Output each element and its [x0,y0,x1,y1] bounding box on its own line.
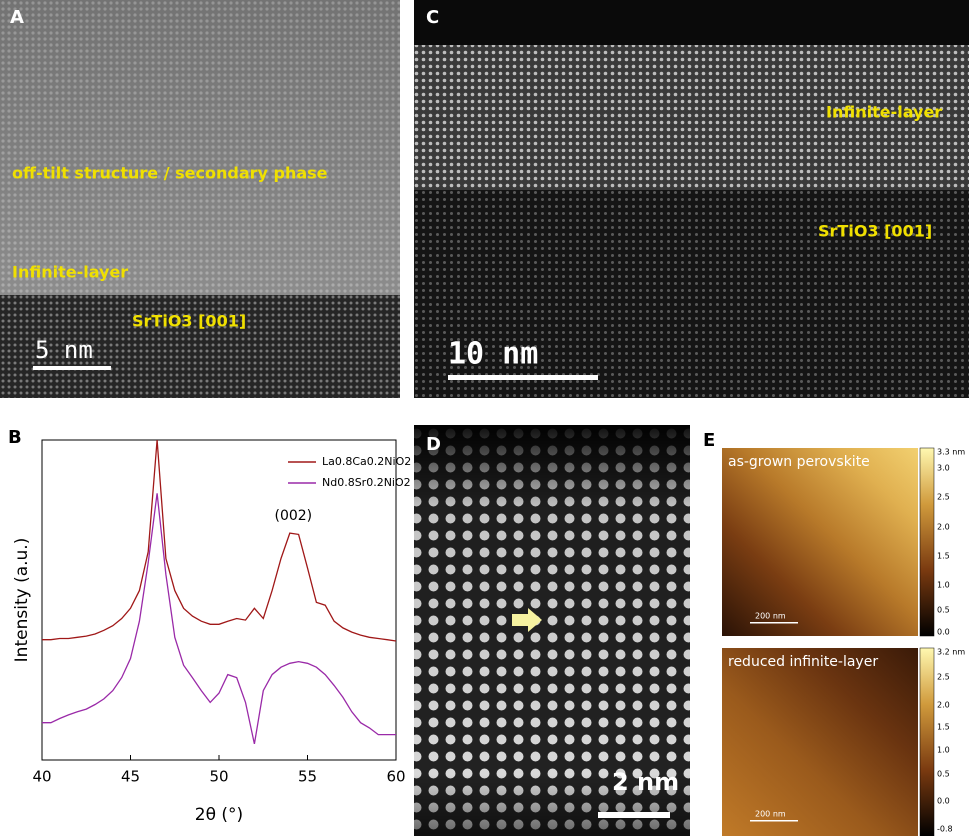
data-line [42,439,397,642]
colorbar-label: 0.0 [937,797,950,806]
scale-bar [750,820,798,822]
colorbar-label: 2.0 [937,523,950,532]
afm-map [722,448,918,636]
scale-bar-label: 200 nm [755,612,786,621]
scale-bar-label: 5 nm [35,336,93,364]
colorbar-label: 1.0 [937,581,950,590]
panel-label: C [426,7,439,28]
panel-c: C Infinite-layer SrTiO3 [001] 10 nm [414,0,969,398]
legend-label: La0.8Ca0.2NiO2 [322,455,411,468]
map-title: as-grown perovskite [728,454,870,470]
panel-label: A [10,7,24,28]
colorbar [919,647,935,836]
map-title: reduced infinite-layer [728,654,878,670]
arrow [512,608,542,632]
colorbar-label: 1.0 [937,746,950,755]
colorbar-label: 3.3 nm [937,448,965,457]
colorbar-label: 2.0 [937,701,950,710]
scale-bar [33,366,111,370]
colorbar-label: 2.5 [937,673,950,682]
scale-bar [598,812,670,818]
tem-substrate [0,295,400,398]
x-tick-label: 50 [209,768,228,786]
annotation: SrTiO3 [001] [818,222,932,241]
stem-film [414,45,969,190]
data-line [42,493,396,745]
x-axis-label: 2θ (°) [195,805,243,825]
y-axis-label: Intensity (a.u.) [12,538,32,663]
colorbar-label: 3.0 [937,464,950,473]
panel-label: D [426,434,441,455]
annotation: Infinite-layer [826,103,942,122]
colorbar-label: 2.5 [937,493,950,502]
colorbar-label: 1.5 [937,552,950,561]
scale-bar [750,622,798,624]
colorbar-label: 0.0 [937,628,950,637]
scale-bar [448,375,598,380]
colorbar-label: 0.5 [937,770,950,779]
stem-shade [414,425,690,836]
afm-map [722,648,918,836]
x-tick-label: 45 [121,768,140,786]
annotation: (002) [275,508,313,524]
colorbar-label: 1.5 [937,723,950,732]
x-tick-label: 55 [298,768,317,786]
scale-bar-label: 10 nm [448,337,538,372]
x-tick-label: 60 [386,768,405,786]
stem-substrate [414,190,969,398]
annotation: SrTiO3 [001] [132,312,246,331]
colorbar-label: 3.2 nm [937,648,965,657]
annotation: off-tilt structure / secondary phase [12,164,328,183]
colorbar-label: -0.8 [937,825,953,834]
annotation: Infinite-layer [12,263,128,282]
panel-b: B 2θ (°) Intensity (a.u.) 40 45 50 55 60 La0.… [8,427,411,825]
legend-label: Nd0.8Sr0.2NiO2 [322,476,411,489]
colorbar-label: 0.5 [937,606,950,615]
panel-label: E [703,430,715,451]
panel-a: A off-tilt structure / secondary phase I… [0,0,400,398]
scale-bar-label: 2 nm [612,768,679,796]
colorbar [919,447,935,637]
tem-shade [0,0,400,295]
x-tick-label: 40 [32,768,51,786]
panel-e: E as-grown perovskite reduced infinite-l… [703,430,965,836]
panel-label: B [8,427,22,448]
panel-d: D 2 nm [414,425,690,836]
scale-bar-label: 200 nm [755,810,786,819]
